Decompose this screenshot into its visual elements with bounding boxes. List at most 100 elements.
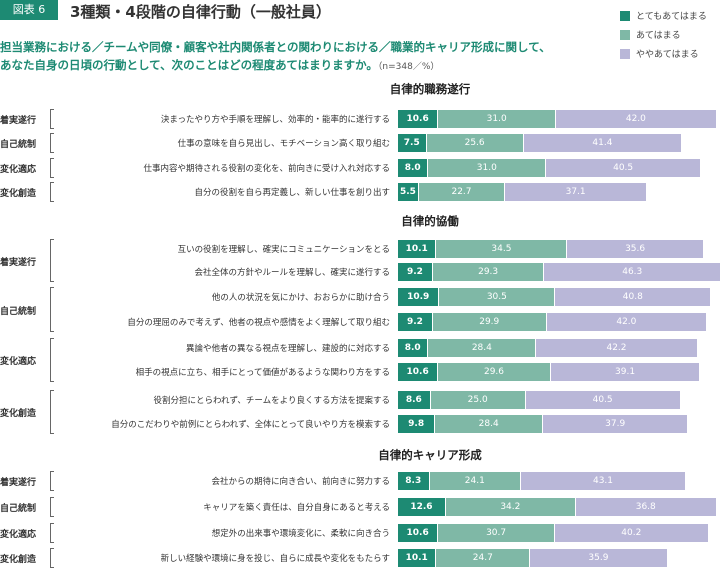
group-label: 変化適応 xyxy=(0,357,37,367)
bar-segment: 25.0 xyxy=(430,391,526,409)
row-label: 互いの役割を理解し、確実にコミュニケーションをとる xyxy=(177,245,390,255)
bar-segment: 29.9 xyxy=(432,313,547,331)
group-bracket xyxy=(50,133,54,153)
row-label: 会社全体の方針やルールを理解し、確実に遂行する xyxy=(194,268,390,278)
section-title: 自律的協働 xyxy=(401,214,459,228)
chart-subtitle: 担当業務における／チームや同僚・顧客や社内関係者との関わりにおける／職業的キャリ… xyxy=(0,38,551,76)
row-label: 異論や他者の異なる視点を理解し、建設的に対応する xyxy=(185,344,390,354)
group-label: 着実遂行 xyxy=(0,116,37,126)
bar-segment: 8.6 xyxy=(398,391,431,409)
legend-label: あてはまる xyxy=(636,31,681,41)
bar-segment: 31.0 xyxy=(438,110,557,128)
bar-segment: 34.5 xyxy=(436,240,568,258)
bar-segment: 8.0 xyxy=(398,339,429,357)
bar-segment: 37.9 xyxy=(543,415,688,433)
group-label: 自己統制 xyxy=(0,306,37,317)
row-label: 仕事の意味を自ら見出し、モチベーション高く取り組む xyxy=(177,139,390,149)
bar-segment: 46.3 xyxy=(544,263,721,281)
legend: とてもあてはまる あてはまる ややあてはまる xyxy=(620,6,707,63)
group-label: 着実遂行 xyxy=(0,478,37,488)
bar-segment: 24.1 xyxy=(429,472,522,490)
subtitle-line-1: 担当業務における／チームや同僚・顧客や社内関係者との関わりにおける／職業的キャリ… xyxy=(0,40,551,54)
row-label: 役割分担にとらわれず、チームをより良くする方法を提案する xyxy=(153,396,390,406)
legend-label: とてもあてはまる xyxy=(636,12,707,22)
group-bracket xyxy=(50,239,54,282)
legend-item: とてもあてはまる xyxy=(620,6,707,25)
bar-segment: 9.8 xyxy=(398,415,436,433)
bar-segment: 9.2 xyxy=(398,313,433,331)
group-bracket xyxy=(50,109,54,129)
row-label: 相手の視点に立ち、相手にとって価値があるような関わり方をする xyxy=(135,368,390,378)
bar-segment: 30.7 xyxy=(438,524,555,542)
bar-segment: 10.6 xyxy=(398,524,439,542)
bar-segment: 42.2 xyxy=(536,339,697,357)
bar-segment: 10.6 xyxy=(398,363,439,381)
row-label: 自分の理屈のみで考えず、他者の視点や感情をよく理解して取り組む xyxy=(127,318,390,328)
group-bracket xyxy=(50,497,54,517)
group-label: 変化創造 xyxy=(0,555,37,565)
bar-segment: 22.7 xyxy=(418,183,506,201)
bar-segment: 7.5 xyxy=(398,134,427,152)
bar-segment: 31.0 xyxy=(428,159,547,177)
subtitle-line-2: あなた自身の日頃の行動として、次のことはどの程度あてはまりますか。（n=348／… xyxy=(0,56,551,76)
bar-segment: 35.6 xyxy=(567,240,703,258)
bar-segment: 10.9 xyxy=(398,288,440,306)
bar-segment: 40.5 xyxy=(546,159,701,177)
row-label: 自分の役割を自ら再定義し、新しい仕事を創り出す xyxy=(194,188,390,198)
group-label: 自己統制 xyxy=(0,504,37,514)
bar-segment: 10.1 xyxy=(398,240,437,258)
bar-segment: 29.6 xyxy=(438,363,551,381)
row-label: 会社からの期待に向き合い、前向きに努力する xyxy=(211,477,390,487)
bar-segment: 37.1 xyxy=(505,183,647,201)
row-label: 仕事内容や期待される役割の変化を、前向きに受け入れ対応する xyxy=(143,164,390,174)
bar-segment: 43.1 xyxy=(521,472,685,490)
group-label: 変化創造 xyxy=(0,409,37,419)
legend-label: ややあてはまる xyxy=(636,50,699,60)
section-title: 自律的職務遂行 xyxy=(389,82,471,96)
row-label: 自分のこだわりや前例にとらわれず、全体にとって良いやり方を模索する xyxy=(111,420,390,430)
group-bracket xyxy=(50,158,54,178)
legend-swatch xyxy=(620,29,630,40)
bar-segment: 40.8 xyxy=(555,288,711,306)
group-bracket xyxy=(50,287,54,332)
bar-segment: 8.0 xyxy=(398,159,429,177)
legend-swatch xyxy=(620,10,630,21)
row-label: 新しい経験や環境に身を投じ、自らに成長や変化をもたらす xyxy=(160,554,390,564)
bar-segment: 28.4 xyxy=(435,415,544,433)
bar-segment: 39.1 xyxy=(550,363,700,381)
group-bracket xyxy=(50,338,54,382)
bar-segment: 36.8 xyxy=(575,498,716,516)
bar-segment: 8.3 xyxy=(398,472,430,490)
bar-segment: 10.6 xyxy=(398,110,439,128)
bar-segment: 42.0 xyxy=(546,313,707,331)
group-label: 着実遂行 xyxy=(0,257,37,268)
row-label: キャリアを築く責任は、自分自身にあると考える xyxy=(203,503,390,513)
group-label: 変化適応 xyxy=(0,165,37,175)
legend-item: あてはまる xyxy=(620,25,707,44)
section-title: 自律的キャリア形成 xyxy=(378,448,482,462)
bar-segment: 9.2 xyxy=(398,263,433,281)
bar-segment: 25.6 xyxy=(426,134,524,152)
group-label: 変化適応 xyxy=(0,530,37,540)
bar-segment: 5.5 xyxy=(398,183,419,201)
bar-segment: 12.6 xyxy=(398,498,446,516)
subtitle-line-2-text: あなた自身の日頃の行動として、次のことはどの程度あてはまりますか。 xyxy=(0,58,378,72)
sample-note: （n=348／%） xyxy=(377,62,440,72)
group-label: 自己統制 xyxy=(0,140,37,150)
group-bracket xyxy=(50,182,54,202)
chart-title: 3種類・4段階の自律行動（一般社員） xyxy=(70,3,331,21)
bar-segment: 34.2 xyxy=(445,498,576,516)
bar-segment: 28.4 xyxy=(428,339,537,357)
bar-segment: 35.9 xyxy=(530,549,667,567)
group-bracket xyxy=(50,390,54,434)
legend-item: ややあてはまる xyxy=(620,44,707,63)
row-label: 他の人の状況を気にかけ、おおらかに助け合う xyxy=(211,293,390,303)
group-bracket xyxy=(50,471,54,491)
bar-segment: 41.4 xyxy=(523,134,682,152)
bar-segment: 29.3 xyxy=(432,263,545,281)
group-label: 変化創造 xyxy=(0,189,37,199)
bar-segment: 30.5 xyxy=(439,288,556,306)
bar-segment: 40.5 xyxy=(525,391,680,409)
figure-tag: 図表 6 xyxy=(0,0,58,20)
group-bracket xyxy=(50,548,54,568)
